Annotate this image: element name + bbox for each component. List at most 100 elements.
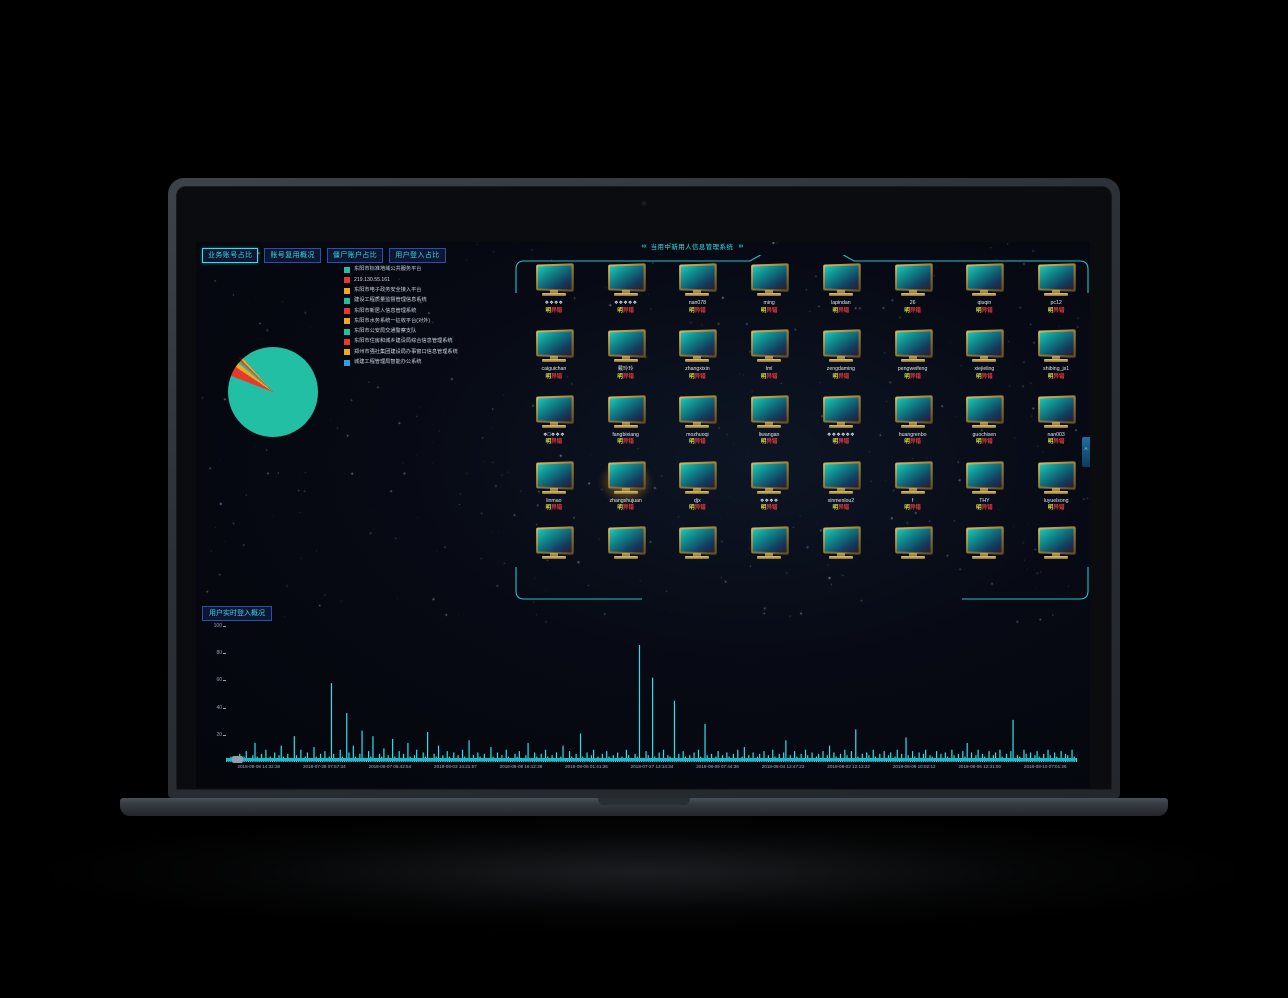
screenshot-root: 业务账号占比 账号复用概况 僵尸账户占比 用户登入占比 东阳市标准地域公共服务平台 21… — [0, 0, 1288, 998]
monitor-cell-name: 26 — [882, 301, 944, 307]
legend-item[interactable]: 郑州市强社集团建设局办事窗口信息管理系统 — [344, 349, 458, 355]
monitor-icon — [532, 262, 576, 300]
monitor-cell-name: zengdaming — [810, 367, 872, 373]
monitor-cell-name: lapindan — [810, 301, 872, 307]
monitor-cell[interactable]: qiuqin 明异错 — [953, 262, 1015, 314]
monitor-cell[interactable]: huangrenbo 明异错 — [882, 394, 944, 446]
monitor-icon — [819, 525, 863, 563]
side-drawer-toggle[interactable]: A — [1082, 437, 1090, 467]
monitor-cell-name: ❖❖❖❖ — [738, 499, 800, 505]
legend-item-label: 东阳市住房和城乡建设局综合信息管理系统 — [354, 339, 453, 344]
chart-scrollbar[interactable] — [226, 758, 1076, 761]
monitor-cell[interactable]: lml 明异错 — [738, 328, 800, 380]
monitor-cell-name: linmao — [523, 499, 585, 505]
tab-2[interactable]: 僵尸账户占比 — [327, 248, 383, 263]
legend-item[interactable]: 东阳市电子政务安全接入平台 — [344, 288, 458, 294]
monitor-cell[interactable] — [810, 525, 872, 564]
monitor-icon — [675, 394, 719, 432]
monitor-cell[interactable]: guochisen 明异错 — [953, 394, 1015, 446]
monitor-cell-name: djx — [666, 499, 728, 505]
monitor-cell-name: zhangxixin — [666, 367, 728, 373]
legend-swatch-icon — [344, 339, 350, 345]
monitor-cell[interactable]: zhangxixin 明异错 — [666, 328, 728, 380]
legend-item[interactable]: 东阳市住房和城乡建设局综合信息管理系统 — [344, 339, 458, 345]
monitor-cell[interactable]: mozhuoqi 明异错 — [666, 394, 728, 446]
monitor-icon — [747, 328, 791, 366]
monitor-cell[interactable]: luyuelsong 明异错 — [1025, 460, 1087, 512]
monitor-cell-name: f — [882, 499, 944, 505]
monitor-cell[interactable] — [523, 525, 585, 564]
legend-item-label: 东阳市电子政务安全接入平台 — [354, 288, 421, 293]
monitor-cell[interactable]: zhangshujuan 明异错 — [595, 460, 657, 512]
y-axis-tick: 60 — [216, 677, 222, 683]
monitor-cell[interactable]: caiguichan 明异错 — [523, 328, 585, 380]
monitor-cell-status: 明异错 — [882, 505, 944, 511]
legend-item[interactable]: 东阳市水务系统一征收平台(对外) — [344, 318, 458, 324]
monitor-icon — [962, 328, 1006, 366]
monitor-cell-status: 明异错 — [882, 374, 944, 380]
monitor-cell[interactable]: shibing_js1 明异错 — [1025, 328, 1087, 380]
monitor-cell[interactable] — [1025, 525, 1087, 564]
monitor-cell[interactable]: liwangan 明异错 — [738, 394, 800, 446]
monitor-cell[interactable]: ❖❖❖❖ 明异错 — [738, 460, 800, 512]
monitor-cell[interactable]: zengdaming 明异错 — [810, 328, 872, 380]
monitor-cell-status: 明异错 — [523, 374, 585, 380]
monitor-cell-status: 明异错 — [953, 308, 1015, 314]
chevron-left-icon: «‹ — [641, 243, 645, 250]
tab-label: 僵尸账户占比 — [333, 252, 377, 259]
monitor-cell[interactable] — [882, 525, 944, 564]
legend-item[interactable]: 城建工程管理局智能办公系统 — [344, 360, 458, 366]
monitor-cell[interactable]: ming 明异错 — [738, 262, 800, 314]
y-axis-tick: 40 — [216, 705, 222, 711]
monitor-cell-name: THY — [953, 499, 1015, 505]
chart-plot-area[interactable] — [226, 626, 1078, 762]
monitor-cell[interactable] — [595, 525, 657, 564]
legend-item[interactable]: 东阳市公安局交通警察支队 — [344, 329, 458, 335]
monitor-cell[interactable]: 戴玲玲 明异错 — [595, 328, 657, 380]
x-axis-tick: 2018-08-02 12:13:22 — [827, 764, 870, 769]
monitor-cell[interactable]: f 明异错 — [882, 460, 944, 512]
monitor-cell-name: mozhuoqi — [666, 433, 728, 439]
tab-label: 账号复用概况 — [270, 252, 314, 259]
monitor-cell[interactable]: ❖❖❖❖❖ 明异错 — [595, 262, 657, 314]
pie-chart[interactable] — [228, 347, 318, 437]
legend-item[interactable]: 建设工程质量监督管理信息系统 — [344, 298, 458, 304]
monitor-cell[interactable]: nan003 明异错 — [1025, 394, 1087, 446]
monitor-cell-name: qiuqin — [953, 301, 1015, 307]
monitor-cell[interactable] — [738, 525, 800, 564]
monitor-cell[interactable]: ❖❖❖❖❖❖ 明异错 — [810, 394, 872, 446]
tab-0[interactable]: 业务账号占比 — [202, 248, 258, 263]
tab-1[interactable]: 账号复用概况 — [264, 248, 320, 263]
side-drawer-label: A — [1082, 446, 1090, 451]
monitor-cell-status: 明异错 — [666, 374, 728, 380]
monitor-cell[interactable]: nan078 明异错 — [666, 262, 728, 314]
monitor-cell[interactable]: 26 明异错 — [882, 262, 944, 314]
monitor-cell-status: 明异错 — [738, 505, 800, 511]
tab-3[interactable]: 用户登入占比 — [389, 248, 445, 263]
monitor-cell[interactable]: THY 明异错 — [953, 460, 1015, 512]
monitor-cell[interactable]: lapindan 明异错 — [810, 262, 872, 314]
legend-item[interactable]: 219.130.55.161 — [344, 277, 458, 283]
chart-scrollbar-knob[interactable] — [232, 756, 243, 763]
monitor-cell[interactable]: djx 明异错 — [666, 460, 728, 512]
monitor-cell[interactable]: ❖❖❖❖ 明异错 — [523, 262, 585, 314]
monitor-cell[interactable]: xiejieling 明异错 — [953, 328, 1015, 380]
y-axis-tick: 80 — [216, 650, 222, 656]
legend-item[interactable]: 东阳市新居人信息管理系统 — [344, 308, 458, 314]
monitor-cell[interactable]: fangbixiang 明异错 — [595, 394, 657, 446]
monitor-icon — [604, 328, 648, 366]
monitor-cell[interactable]: pc12 明异错 — [1025, 262, 1087, 314]
monitor-cell-status: 明异错 — [738, 308, 800, 314]
monitor-cell[interactable] — [953, 525, 1015, 564]
monitor-cell[interactable] — [666, 525, 728, 564]
tab-label: 业务账号占比 — [208, 252, 252, 259]
monitor-cell[interactable]: pengweifeng 明异错 — [882, 328, 944, 380]
legend-item[interactable]: 东阳市标准地域公共服务平台 — [344, 267, 458, 273]
monitor-cell[interactable]: xinmenlou2 明异错 — [810, 460, 872, 512]
laptop-base-notch — [598, 798, 690, 805]
monitor-cell[interactable]: ❖□❖❖❖ 明异错 — [523, 394, 585, 446]
monitor-cell-name: ❖□❖❖❖ — [523, 433, 585, 439]
monitor-icon — [675, 525, 719, 563]
laptop-base — [120, 798, 1168, 816]
monitor-cell[interactable]: linmao 明异错 — [523, 460, 585, 512]
